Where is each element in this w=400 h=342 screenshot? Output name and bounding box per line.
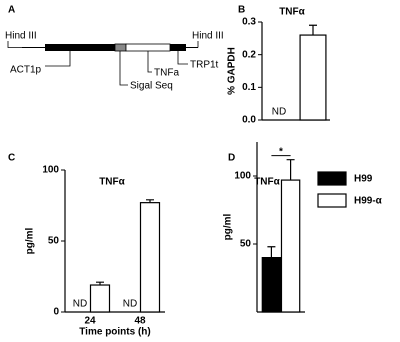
- panel-label: C: [8, 153, 15, 164]
- panel-label: B: [238, 5, 245, 16]
- y-tick-label: 0.0: [242, 115, 256, 126]
- label: ACT1p: [10, 65, 42, 76]
- y-tick-label: 100: [42, 165, 59, 176]
- annotation: *: [279, 146, 283, 157]
- error-bar: [286, 159, 295, 181]
- bar: [299, 34, 327, 121]
- y-tick-label: 0.3: [242, 17, 256, 28]
- x-axis-label: Time points (h): [79, 327, 150, 338]
- error-bar: [309, 24, 317, 36]
- bar: [89, 284, 111, 313]
- leader: [45, 51, 71, 67]
- legend-swatch: [317, 171, 347, 186]
- label: TRP1t: [190, 60, 219, 71]
- signal-segment: [114, 43, 127, 52]
- x-tick-label: 48: [134, 316, 146, 327]
- value-label: ND: [73, 299, 87, 310]
- leader: [147, 51, 152, 73]
- y-axis-label: pg/ml: [223, 213, 234, 240]
- chart-title: TNFα: [254, 177, 280, 188]
- legend-swatch: [317, 193, 347, 208]
- value-label: ND: [272, 107, 286, 118]
- construct-diagram: A Hind III ACT1p Sigal Seq TNFa TRP1t Hi…: [5, 5, 224, 92]
- label: Hind III: [192, 31, 224, 42]
- value-label: ND: [123, 299, 137, 310]
- tnfa-segment: [125, 43, 171, 52]
- bar: [139, 202, 161, 313]
- error-bar: [96, 281, 104, 286]
- label: Hind III: [5, 31, 37, 42]
- y-tick-label: 100: [234, 171, 251, 182]
- error-bar: [267, 246, 276, 269]
- bar: [280, 179, 301, 313]
- x-tick-label: 24: [84, 316, 96, 327]
- label: Sigal Seq: [130, 81, 173, 92]
- leader: [7, 41, 45, 48]
- act1p-segment: [45, 44, 115, 51]
- y-axis-label: pg/ml: [25, 227, 36, 254]
- error-bar: [146, 199, 154, 203]
- y-tick-label: 0.2: [242, 49, 256, 60]
- leader: [177, 51, 188, 65]
- y-tick-label: 50: [48, 236, 60, 247]
- label: TNFa: [154, 68, 179, 79]
- legend-label: H99: [354, 174, 373, 185]
- panel-label: A: [8, 5, 15, 16]
- y-tick-label: 0: [53, 307, 59, 318]
- chart-title: TNFα: [279, 7, 305, 18]
- y-tick-label: 0.1: [242, 82, 256, 93]
- legend-label: H99-α: [354, 196, 383, 207]
- leader: [119, 51, 128, 86]
- panel-label: D: [228, 153, 235, 164]
- y-axis-label: % GAPDH: [227, 47, 238, 95]
- chart-title: TNFα: [99, 177, 125, 188]
- y-tick-label: 50: [240, 239, 252, 250]
- trp1t-segment: [170, 44, 186, 51]
